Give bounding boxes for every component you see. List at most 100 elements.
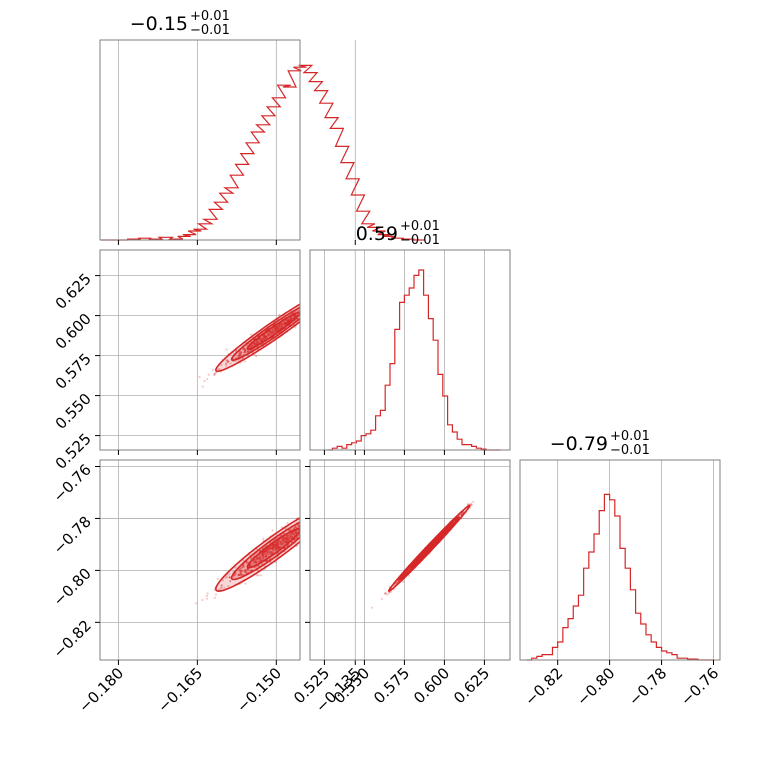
sample-point — [257, 557, 260, 561]
sample-point — [277, 326, 280, 330]
sample-point — [302, 308, 304, 310]
sample-point — [240, 569, 244, 572]
sample-point — [211, 368, 214, 371]
sample-point — [279, 542, 282, 545]
sample-point — [271, 544, 274, 547]
sample-point — [263, 335, 266, 338]
sample-point — [214, 593, 218, 596]
sample-point — [263, 550, 266, 553]
sample-point — [274, 330, 277, 333]
sample-point — [301, 311, 303, 313]
sample-point — [283, 321, 286, 324]
scatter-panel-2-0 — [95, 459, 356, 665]
sample-point — [217, 368, 220, 371]
sample-point — [238, 351, 241, 355]
sample-point — [276, 543, 279, 547]
sample-point — [289, 319, 292, 322]
sample-point — [334, 506, 336, 508]
sample-point — [294, 314, 297, 317]
sample-point — [303, 312, 305, 314]
sample-point — [238, 353, 241, 357]
sample-point — [285, 321, 288, 324]
sample-point — [289, 316, 293, 319]
sample-point — [259, 559, 262, 562]
sample-point — [239, 353, 242, 356]
scatter-panel-1-0 — [95, 249, 356, 455]
contour-level-0 — [387, 504, 471, 593]
sample-point — [283, 322, 287, 325]
sample-point — [284, 322, 287, 325]
sample-point — [282, 539, 285, 542]
sample-point — [306, 524, 308, 526]
sample-point — [283, 322, 286, 325]
sample-point — [286, 319, 289, 322]
sample-point — [264, 336, 267, 339]
sample-point — [304, 306, 306, 308]
sample-point — [205, 597, 209, 600]
sample-point — [280, 541, 283, 544]
sample-point — [218, 588, 221, 591]
sample-point — [219, 585, 223, 589]
sample-point — [289, 534, 292, 538]
sample-point — [284, 541, 287, 544]
sample-point — [310, 307, 312, 309]
sample-point — [294, 326, 297, 329]
sample-point — [274, 327, 277, 330]
sample-point — [316, 514, 318, 516]
sample-point — [263, 335, 266, 338]
sample-point — [282, 539, 285, 542]
contour-level-2 — [409, 527, 449, 569]
sample-point — [213, 372, 216, 375]
sample-point — [286, 537, 289, 540]
sample-point — [306, 525, 308, 527]
sample-point — [267, 548, 270, 551]
sample-point — [275, 327, 278, 330]
sample-point — [288, 534, 291, 537]
sample-point — [213, 588, 216, 591]
sample-point — [470, 504, 473, 507]
sample-point — [274, 326, 277, 329]
sample-point — [279, 322, 282, 326]
sample-point — [280, 324, 283, 327]
title-minus-1: −0.01 — [400, 233, 440, 248]
sample-point — [305, 312, 307, 314]
sample-point — [333, 501, 335, 503]
sample-point — [281, 538, 284, 541]
scatter-content — [195, 501, 336, 605]
sample-point — [294, 531, 297, 534]
sample-point — [201, 385, 204, 388]
sample-point — [289, 316, 293, 319]
sample-point — [286, 537, 289, 541]
sample-point — [225, 575, 229, 579]
sample-point — [276, 541, 279, 545]
panel-frame — [519, 459, 721, 661]
sample-point — [277, 545, 280, 548]
sample-point — [268, 552, 271, 555]
sample-point — [401, 580, 405, 583]
sample-point — [262, 554, 265, 557]
sample-point — [258, 556, 262, 559]
sample-point — [330, 295, 332, 297]
sample-point — [312, 514, 314, 516]
sample-point — [270, 546, 274, 550]
sample-point — [266, 551, 269, 554]
hist-panel-2: −0.79 +0.01−0.01 — [519, 429, 721, 665]
sample-point — [274, 548, 277, 552]
sample-point — [313, 528, 315, 530]
sample-point — [226, 360, 229, 364]
sample-point — [272, 331, 275, 334]
sample-point — [263, 335, 266, 338]
sample-point — [254, 558, 257, 561]
sample-point — [310, 303, 312, 305]
sample-point — [274, 561, 277, 564]
sample-point — [283, 322, 286, 325]
sample-point — [266, 550, 269, 553]
histogram-2 — [526, 493, 714, 661]
sample-point — [313, 297, 315, 299]
sample-point — [307, 514, 309, 516]
sample-point — [237, 573, 240, 576]
sample-point — [281, 538, 284, 541]
sample-point — [302, 310, 304, 312]
sample-point — [246, 568, 249, 571]
sample-point — [261, 339, 264, 342]
